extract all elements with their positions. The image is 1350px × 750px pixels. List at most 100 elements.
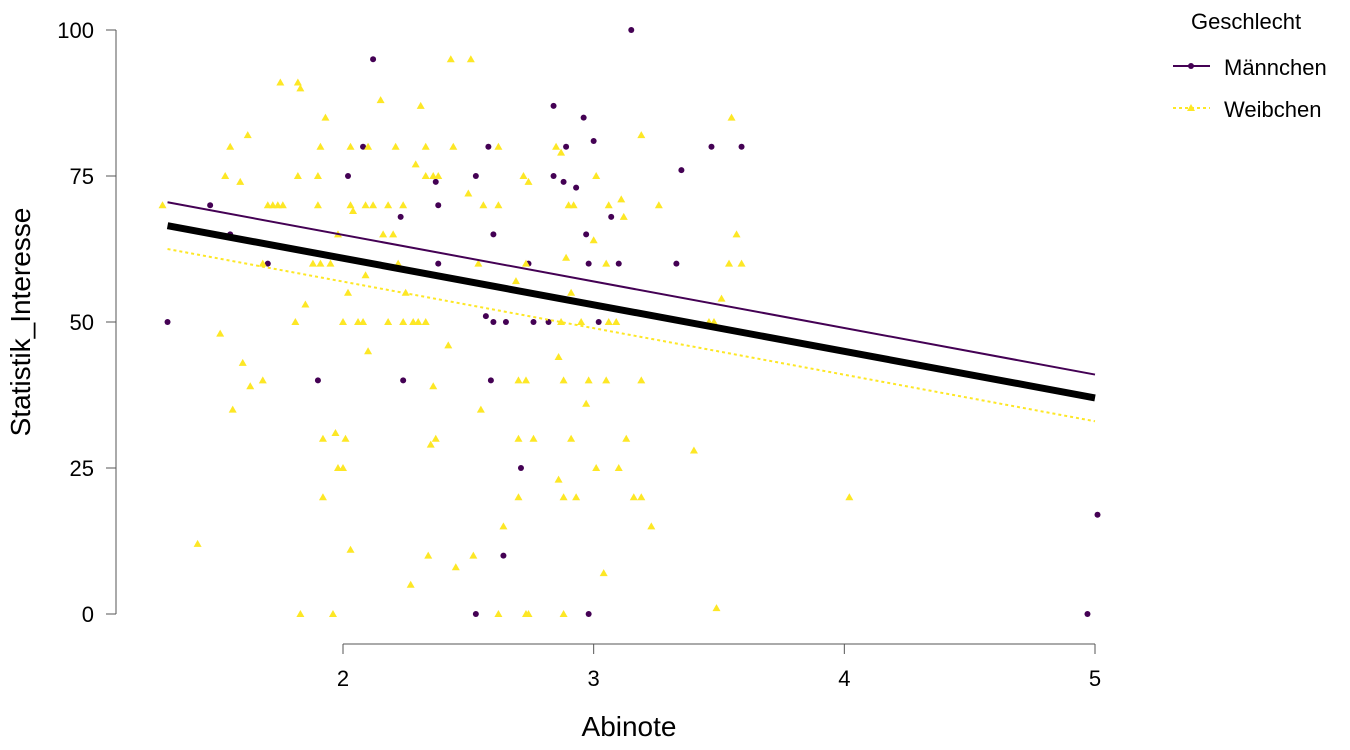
point-weibchen [313, 201, 322, 209]
point-weibchen [494, 142, 503, 150]
point-weibchen [469, 551, 478, 559]
point-weibchen [376, 96, 385, 104]
point-weibchen [391, 142, 400, 150]
y-tick-label: 100 [57, 18, 94, 43]
point-weibchen [361, 271, 370, 279]
point-weibchen [293, 78, 302, 86]
point-weibchen [717, 294, 726, 302]
point-maennchen [1084, 611, 1091, 617]
point-weibchen [444, 341, 453, 349]
point-weibchen [379, 230, 388, 238]
point-weibchen [619, 212, 628, 220]
point-maennchen [590, 137, 597, 144]
point-weibchen [431, 434, 440, 442]
legend-marker-maennchen [1188, 63, 1194, 69]
point-maennchen [435, 260, 442, 267]
point-weibchen [554, 353, 563, 361]
point-weibchen [604, 201, 613, 209]
regression-line-maennchen [167, 201, 1096, 376]
point-weibchen [494, 610, 503, 617]
point-weibchen [258, 376, 267, 384]
point-maennchen [432, 178, 439, 185]
point-weibchen [647, 522, 656, 530]
point-weibchen [296, 84, 305, 92]
legend-label-weibchen: Weibchen [1224, 97, 1321, 122]
point-weibchen [316, 259, 325, 267]
point-weibchen [604, 318, 613, 325]
point-weibchen [845, 493, 854, 501]
point-weibchen [602, 259, 611, 267]
point-maennchen [435, 202, 442, 209]
point-weibchen [339, 464, 347, 471]
y-tick-label: 50 [70, 310, 94, 335]
legend: Geschlecht Männchen Weibchen [1173, 9, 1327, 122]
point-maennchen [517, 465, 524, 471]
point-weibchen [341, 434, 350, 442]
point-weibchen [243, 131, 252, 139]
point-maennchen [580, 114, 587, 121]
point-maennchen [264, 260, 271, 267]
x-tick-label: 5 [1089, 666, 1101, 691]
y-axis-title: Statistik_Interesse [5, 208, 36, 437]
point-weibchen [273, 201, 282, 209]
point-weibchen [466, 55, 475, 63]
point-maennchen [360, 143, 367, 150]
point-weibchen [559, 376, 568, 384]
point-weibchen [519, 172, 528, 179]
x-tick-label: 2 [337, 666, 349, 691]
point-maennchen [164, 319, 171, 325]
point-maennchen [560, 178, 567, 185]
point-weibchen [369, 201, 378, 209]
legend-item-maennchen: Männchen [1173, 55, 1327, 80]
point-weibchen [426, 440, 435, 448]
point-weibchen [318, 493, 327, 501]
point-weibchen [464, 189, 473, 197]
point-weibchen [278, 201, 287, 209]
point-weibchen [321, 113, 330, 121]
point-weibchen [554, 475, 563, 483]
point-weibchen [246, 382, 255, 390]
point-weibchen [318, 434, 327, 442]
point-weibchen [296, 610, 305, 617]
point-weibchen [414, 318, 423, 325]
point-maennchen [400, 377, 407, 384]
point-weibchen [637, 131, 646, 139]
x-tick-label: 3 [588, 666, 600, 691]
point-maennchen [573, 184, 580, 191]
point-weibchen [221, 172, 230, 179]
point-weibchen [364, 347, 373, 355]
point-weibchen [434, 172, 443, 179]
point-weibchen [599, 569, 608, 577]
x-tick-label: 4 [838, 666, 850, 691]
point-maennchen [490, 231, 497, 238]
point-maennchen [550, 173, 557, 179]
y-axis: 0 25 50 75 100 [57, 18, 117, 627]
point-weibchen [421, 318, 430, 325]
regression-line-overall [166, 222, 1096, 402]
point-weibchen [421, 142, 430, 150]
point-weibchen [602, 376, 611, 384]
point-weibchen [429, 382, 438, 390]
point-maennchen [615, 260, 622, 267]
point-weibchen [521, 376, 530, 384]
point-weibchen [592, 172, 601, 179]
point-weibchen [263, 201, 272, 209]
point-weibchen [567, 288, 576, 296]
point-weibchen [333, 464, 342, 471]
point-weibchen [409, 318, 418, 325]
point-weibchen [737, 259, 746, 267]
point-maennchen [207, 202, 214, 209]
point-weibchen [499, 522, 508, 530]
point-maennchen [314, 377, 321, 384]
point-weibchen [622, 434, 631, 442]
point-maennchen [563, 143, 570, 150]
point-weibchen [494, 201, 503, 209]
point-weibchen [521, 259, 530, 267]
point-weibchen [416, 101, 425, 109]
point-weibchen [614, 464, 623, 471]
point-weibchen [592, 464, 601, 471]
point-weibchen [559, 610, 568, 617]
regression-line-weibchen [167, 248, 1096, 423]
point-maennchen [673, 260, 680, 267]
